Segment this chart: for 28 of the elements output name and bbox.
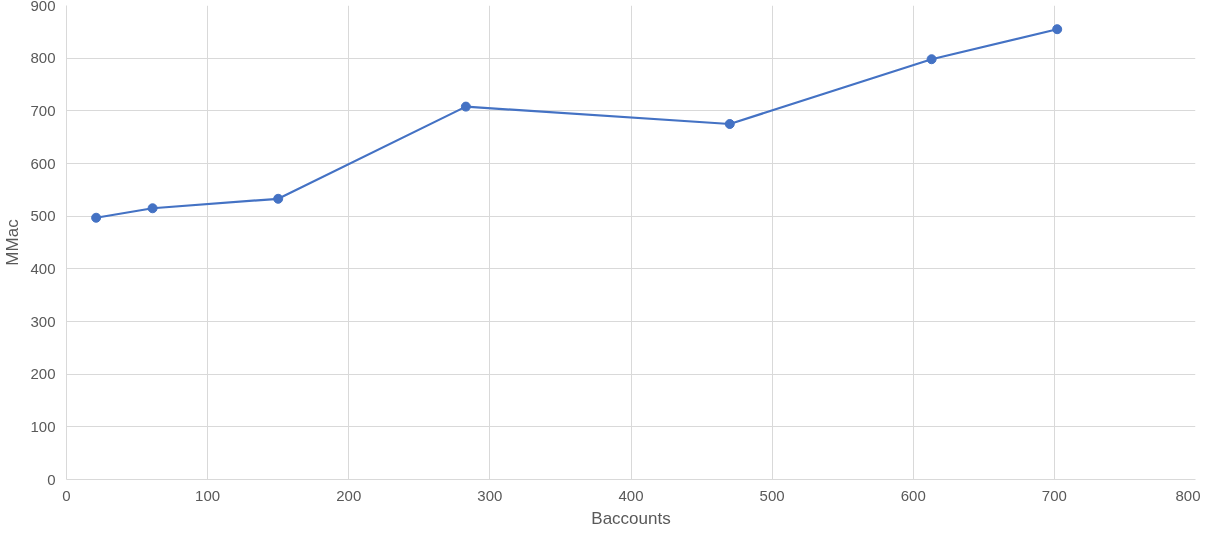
y-tick-label: 500 [30,207,56,225]
x-tick-label: 400 [618,486,644,504]
x-axis-title: Baccounts [591,508,671,528]
point [91,212,102,223]
y-tick-label: 800 [30,49,56,67]
x-tick-label: 700 [1041,486,1067,504]
point [926,54,937,65]
point [724,119,735,129]
x-tick-label: 0 [62,486,71,504]
y-tick-label: 200 [30,365,56,383]
y-tick-label: 100 [30,417,56,435]
x-tick-label: 500 [759,486,785,504]
y-tick-label: 900 [30,0,56,14]
point [147,203,158,214]
point [1052,24,1063,35]
y-tick-label: 700 [30,101,56,119]
point [273,193,284,204]
y-tick-label: 300 [30,312,56,330]
x-tick-label: 800 [1175,486,1201,504]
x-tick-label: 600 [900,486,926,504]
point [460,101,471,112]
y-tick-label: 600 [30,154,56,172]
y-tick-label: 400 [30,259,56,277]
y-axis-title: MMac [3,218,23,266]
x-tick-label: 300 [477,486,503,504]
y-tick-label: 0 [47,470,56,488]
x-tick-label: 200 [336,486,362,504]
x-tick-label: 100 [195,486,221,504]
